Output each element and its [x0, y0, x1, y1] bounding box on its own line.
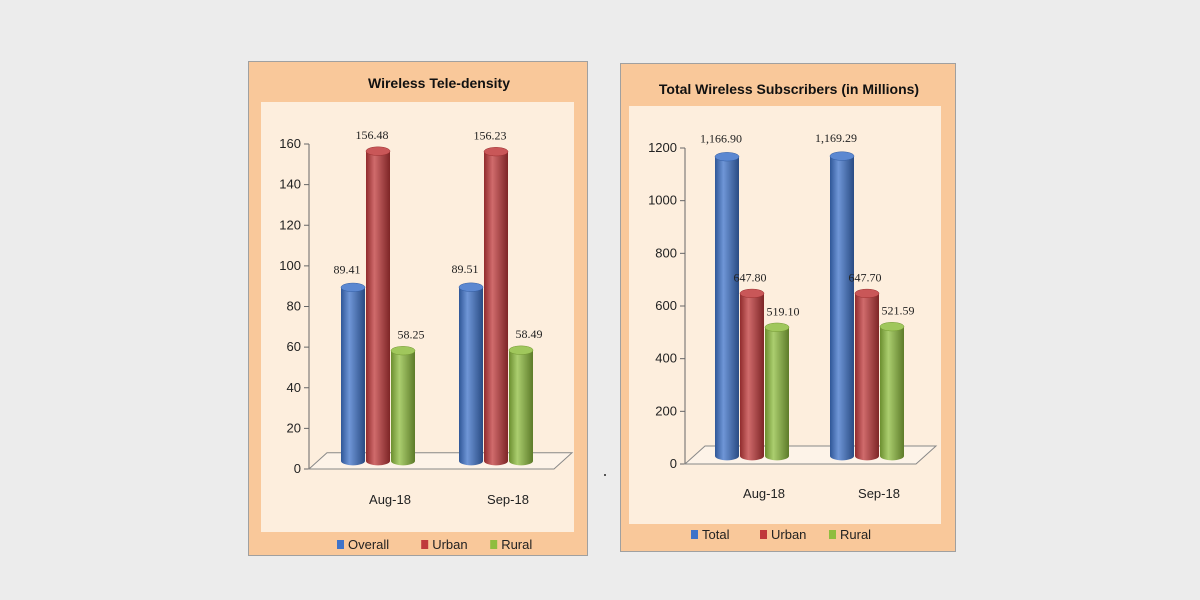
legend-swatch	[760, 530, 767, 539]
y-tick-label: 0	[670, 456, 677, 471]
data-label-rural-sep-18: 521.59	[882, 304, 915, 318]
y-tick-label: 100	[279, 258, 301, 273]
subscribers-chart: Total Wireless Subscribers (in Millions)…	[629, 81, 941, 542]
legend-label-urban: Urban	[432, 537, 467, 552]
data-label-urban-aug-18: 156.48	[356, 128, 389, 142]
data-label-overall-sep-18: 89.51	[452, 262, 479, 276]
x-category-label: Aug-18	[369, 492, 411, 507]
bar-rural-sep-18	[508, 345, 534, 466]
y-tick-label: 120	[279, 217, 301, 232]
bar-total-sep-18	[829, 151, 855, 461]
tele-density-chart-panel: Wireless Tele-density 0 20 40 60 80 100 120 140 1…	[248, 61, 588, 556]
legend-label-rural: Rural	[501, 537, 532, 552]
data-label-urban-aug-18: 647.80	[734, 270, 767, 284]
y-tick-label: 200	[655, 403, 677, 418]
y-tick-label: 20	[287, 420, 301, 435]
chart-title: Total Wireless Subscribers (in Millions)	[659, 81, 919, 97]
bar-urban-aug-18	[365, 146, 391, 466]
x-category-label: Aug-18	[743, 486, 785, 501]
legend-label-overall: Overall	[348, 537, 389, 552]
y-tick-label: 80	[287, 299, 301, 314]
legend-label-total: Total	[702, 527, 730, 542]
y-tick-label: 1200	[648, 140, 677, 155]
bar-urban-sep-18	[854, 288, 880, 461]
data-label-urban-sep-18: 156.23	[474, 129, 507, 143]
y-tick-label: 0	[294, 461, 301, 476]
data-label-urban-sep-18: 647.70	[849, 270, 882, 284]
subscribers-chart-panel: Total Wireless Subscribers (in Millions)…	[620, 63, 956, 552]
tele-density-chart: Wireless Tele-density 0 20 40 60 80 100 120 140 1…	[261, 75, 574, 552]
bar-total-aug-18	[714, 152, 740, 461]
stray-dot	[604, 474, 606, 476]
y-tick-label: 160	[279, 136, 301, 151]
y-tick-label: 400	[655, 351, 677, 366]
bar-overall-aug-18	[340, 282, 366, 466]
data-label-rural-sep-18: 58.49	[516, 327, 543, 341]
bar-rural-sep-18	[879, 322, 905, 461]
y-tick-label: 60	[287, 339, 301, 354]
x-category-label: Sep-18	[487, 492, 529, 507]
legend-swatch	[691, 530, 698, 539]
bar-overall-sep-18	[458, 282, 484, 466]
legend-swatch	[490, 540, 498, 549]
bar-rural-aug-18	[764, 322, 790, 461]
data-label-total-sep-18: 1,169.29	[815, 131, 857, 145]
y-tick-label: 600	[655, 298, 677, 313]
data-label-total-aug-18: 1,166.90	[700, 132, 742, 146]
legend-swatch	[421, 540, 429, 549]
legend-label-urban: Urban	[771, 527, 806, 542]
data-label-rural-aug-18: 58.25	[398, 328, 425, 342]
legend-swatch	[337, 540, 344, 549]
bar-urban-sep-18	[483, 147, 509, 466]
y-tick-label: 40	[287, 380, 301, 395]
y-tick-label: 1000	[648, 193, 677, 208]
bar-rural-aug-18	[390, 346, 416, 466]
y-tick-label: 800	[655, 245, 677, 260]
y-tick-label: 140	[279, 177, 301, 192]
bar-urban-aug-18	[739, 288, 765, 461]
legend-label-rural: Rural	[840, 527, 871, 542]
data-label-overall-aug-18: 89.41	[334, 262, 361, 276]
data-label-rural-aug-18: 519.10	[767, 304, 800, 318]
chart-title: Wireless Tele-density	[368, 75, 510, 91]
legend-swatch	[829, 530, 836, 539]
x-category-label: Sep-18	[858, 486, 900, 501]
